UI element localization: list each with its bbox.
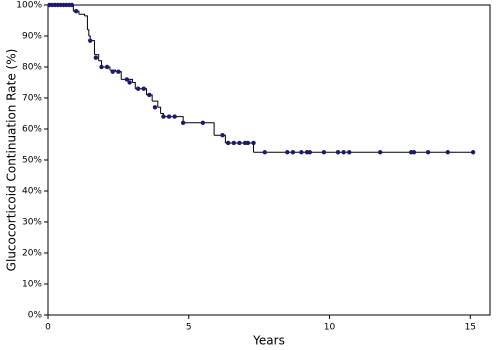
- curve-step: [84, 15, 88, 30]
- censored-marker: [124, 77, 130, 82]
- censored-marker: [347, 150, 352, 155]
- x-tick-label: 0: [45, 323, 51, 333]
- censored-marker: [307, 150, 313, 155]
- censored-marker: [180, 120, 186, 126]
- censored-marker: [470, 150, 476, 155]
- censored-marker: [200, 120, 206, 126]
- censored-marker: [88, 38, 93, 43]
- curve-step: [183, 122, 215, 136]
- censored-marker: [116, 69, 121, 74]
- y-tick-label: 60%: [22, 125, 42, 135]
- y-tick-label: 100%: [16, 1, 42, 11]
- censored-marker: [321, 150, 327, 155]
- y-tick-label: 40%: [22, 187, 42, 197]
- curve-step: [101, 66, 111, 71]
- curve-step: [152, 100, 159, 108]
- censored-marker: [225, 140, 231, 146]
- y-tick-label: 90%: [22, 32, 42, 42]
- censored-marker: [262, 150, 267, 155]
- censored-marker: [141, 86, 146, 91]
- censored-marker: [147, 92, 152, 98]
- x-tick-label: 15: [465, 323, 476, 333]
- censored-marker: [93, 55, 99, 60]
- y-tick-label: 20%: [22, 249, 42, 259]
- x-tick-label: 10: [324, 323, 336, 333]
- curve-step: [132, 82, 136, 89]
- x-tick-label: 5: [186, 323, 192, 333]
- curve-step: [78, 13, 86, 16]
- censored-marker: [445, 150, 450, 155]
- censored-marker: [166, 114, 172, 119]
- x-axis-label: Years: [252, 334, 285, 348]
- curve-step: [214, 134, 226, 143]
- censored-marker: [104, 64, 110, 70]
- censored-marker: [172, 114, 177, 119]
- censored-marker: [411, 150, 417, 155]
- censored-marker: [161, 114, 166, 119]
- censored-marker: [335, 150, 341, 155]
- censored-marker: [127, 80, 132, 85]
- censored-marker: [237, 140, 242, 146]
- y-tick-label: 80%: [22, 63, 42, 73]
- censored-marker: [99, 64, 104, 70]
- plot-frame: [47, 4, 491, 316]
- y-tick-label: 70%: [22, 94, 42, 104]
- censored-marker: [73, 9, 79, 14]
- curve-step: [157, 106, 162, 114]
- censored-marker: [110, 69, 115, 74]
- y-tick-label: 30%: [22, 218, 42, 228]
- censored-marker: [341, 150, 346, 155]
- censored-marker: [69, 2, 75, 8]
- censored-marker: [135, 86, 141, 91]
- y-tick-label: 10%: [22, 280, 42, 290]
- censored-marker: [299, 150, 304, 155]
- y-tick-label: 50%: [22, 156, 42, 166]
- censored-marker: [231, 140, 237, 146]
- censored-marker: [290, 150, 296, 155]
- censored-marker: [245, 140, 251, 146]
- censored-marker: [152, 105, 158, 110]
- censored-marker: [285, 150, 290, 155]
- censored-marker: [425, 150, 431, 155]
- y-axis-label: Glucocorticoid Continuation Rate (%): [5, 49, 19, 272]
- curve-step: [87, 29, 90, 36]
- censored-marker: [220, 133, 225, 138]
- y-tick-label: 0%: [28, 311, 43, 321]
- censored-marker: [378, 150, 383, 155]
- curve-step: [94, 54, 100, 61]
- censored-marker: [251, 140, 256, 146]
